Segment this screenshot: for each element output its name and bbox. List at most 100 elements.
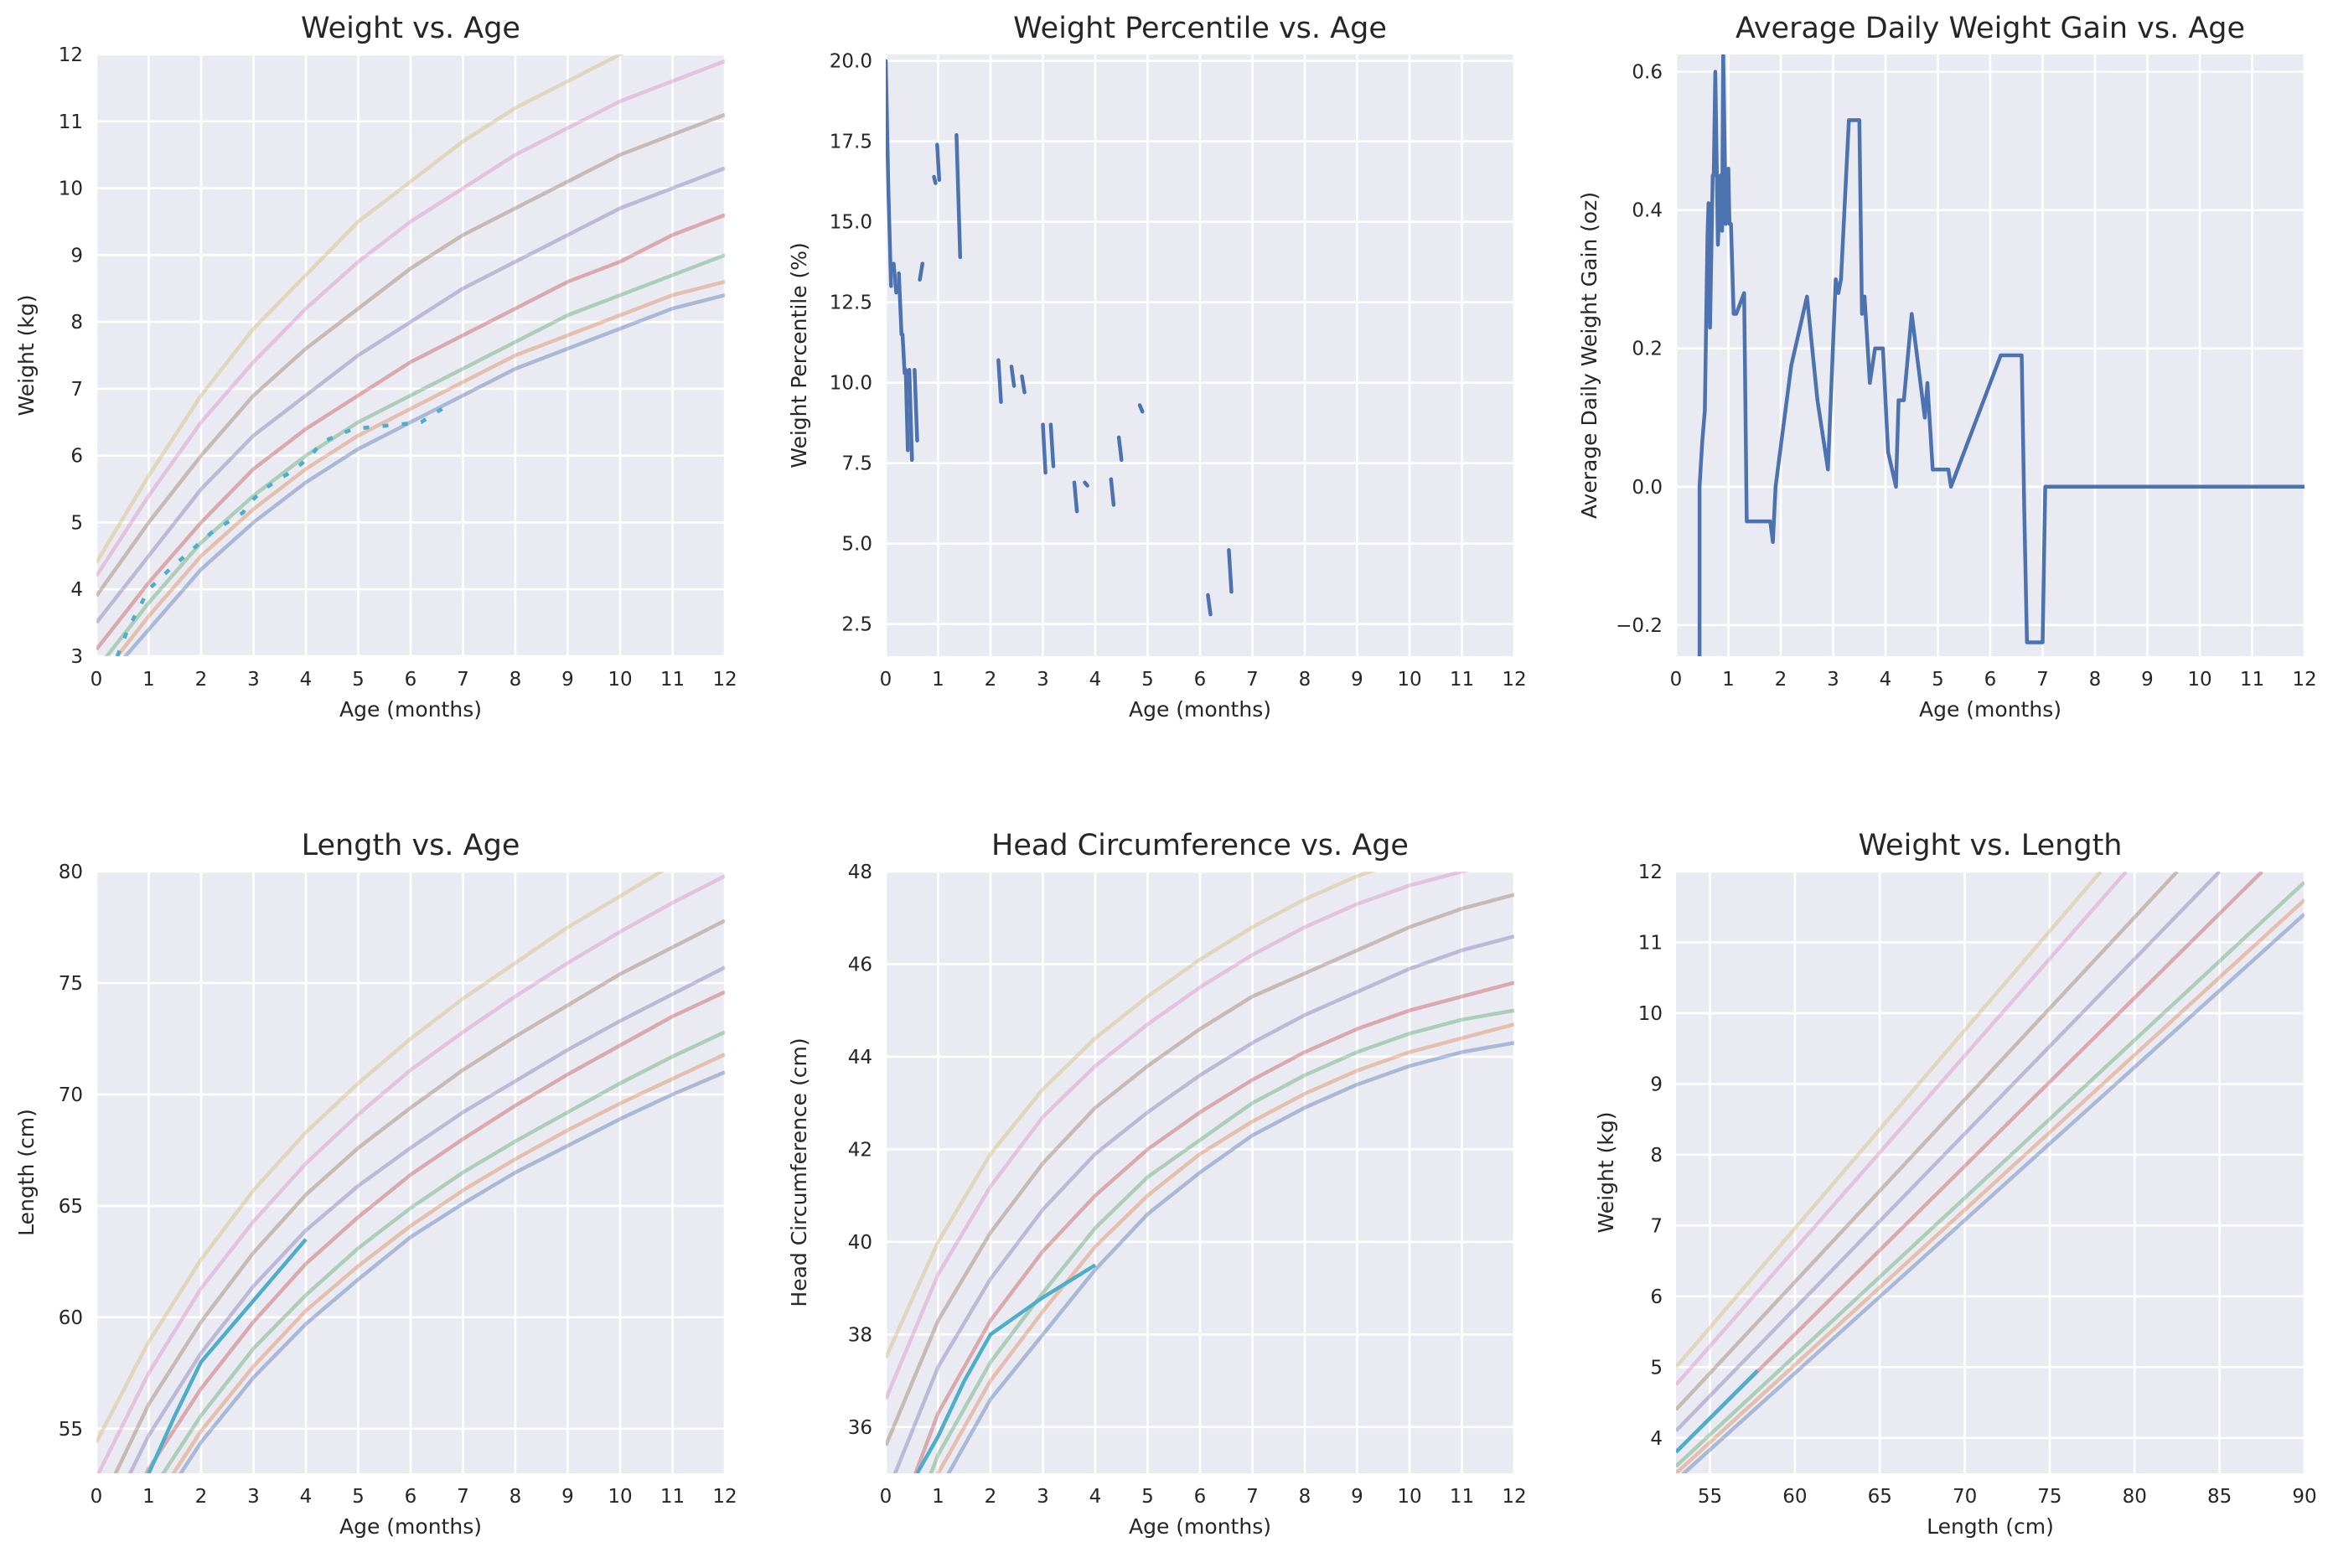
x-tick-label: 7 bbox=[457, 669, 469, 691]
percentile-segment bbox=[1041, 422, 1048, 475]
percentile-segment bbox=[1116, 435, 1124, 463]
y-tick-label: 2.5 bbox=[841, 614, 872, 636]
y-tick-label: 17.5 bbox=[830, 132, 872, 153]
percentile-segment bbox=[932, 174, 938, 185]
x-tick-label: 7 bbox=[2036, 669, 2049, 691]
percentile-segment bbox=[1109, 477, 1116, 507]
x-tick-label: 4 bbox=[1089, 669, 1102, 691]
y-tick-label: 6 bbox=[1650, 1286, 1663, 1308]
x-tick-label: 12 bbox=[2292, 669, 2316, 691]
y-tick-label: 0.2 bbox=[1632, 339, 1663, 360]
x-tick-label: 10 bbox=[1397, 1486, 1421, 1508]
percentile-segment bbox=[1020, 374, 1027, 395]
series-group bbox=[1697, 54, 2305, 656]
x-tick-label: 3 bbox=[247, 1486, 260, 1508]
y-tick-label: 60 bbox=[59, 1307, 83, 1329]
x-tick-label: 90 bbox=[2292, 1486, 2316, 1508]
x-axis-label: Age (months) bbox=[339, 1514, 482, 1539]
x-tick-label: 4 bbox=[300, 669, 313, 691]
x-tick-label: 2 bbox=[195, 1486, 208, 1508]
x-tick-label: 4 bbox=[1089, 1486, 1102, 1508]
y-tick-label: 11 bbox=[1638, 932, 1663, 954]
x-tick-label: 11 bbox=[1450, 1486, 1474, 1508]
x-axis-label: Length (cm) bbox=[1927, 1514, 2054, 1539]
x-tick-label: 9 bbox=[2141, 669, 2154, 691]
x-tick-label: 2 bbox=[985, 669, 997, 691]
percentile-segment bbox=[1206, 593, 1213, 617]
x-tick-label: 2 bbox=[195, 669, 208, 691]
y-tick-label: 5 bbox=[70, 512, 83, 534]
chart-gain-age: 0 1 2 3 4 5 6 7 8 9 10 11 12−0.20.00.20.40.6Average … bbox=[1577, 12, 2317, 722]
x-tick-label: 6 bbox=[1194, 669, 1207, 691]
y-tick-label: 65 bbox=[59, 1196, 83, 1218]
x-tick-label: 10 bbox=[2187, 669, 2211, 691]
x-tick-label: 9 bbox=[561, 1486, 574, 1508]
x-tick-label: 12 bbox=[1502, 1486, 1526, 1508]
percentile-segment bbox=[903, 368, 910, 453]
x-axis-label: Age (months) bbox=[339, 697, 482, 722]
x-tick-label: 8 bbox=[1299, 1486, 1311, 1508]
y-tick-label: 0.0 bbox=[1632, 477, 1663, 499]
series-line-90th bbox=[886, 872, 1470, 1400]
y-tick-label: 10 bbox=[59, 179, 83, 200]
y-tick-label: 80 bbox=[59, 862, 83, 883]
series-group bbox=[96, 54, 725, 656]
series-line-75th bbox=[1676, 872, 2179, 1411]
chart-title: Length vs. Age bbox=[302, 829, 520, 862]
series-line-97th bbox=[96, 872, 665, 1443]
series-line-50th bbox=[96, 166, 725, 624]
series-line-75th bbox=[886, 893, 1514, 1446]
x-tick-label: 1 bbox=[932, 1486, 944, 1508]
measured-line-baby bbox=[915, 1263, 1097, 1473]
x-tick-label: 6 bbox=[1984, 669, 1997, 691]
x-tick-label: 12 bbox=[1502, 669, 1526, 691]
x-tick-label: 0 bbox=[880, 1486, 892, 1508]
x-tick-label: 4 bbox=[1880, 669, 1892, 691]
chart-title: Weight vs. Age bbox=[301, 12, 520, 45]
y-tick-label: 12.5 bbox=[830, 292, 872, 314]
x-tick-label: 8 bbox=[2089, 669, 2102, 691]
x-tick-label: 7 bbox=[1246, 1486, 1259, 1508]
x-tick-label: 11 bbox=[660, 669, 685, 691]
y-tick-label: 3 bbox=[70, 646, 83, 668]
x-tick-label: 65 bbox=[1868, 1486, 1892, 1508]
y-tick-label: 38 bbox=[848, 1324, 872, 1346]
y-tick-label: 46 bbox=[848, 954, 872, 975]
y-tick-label: 44 bbox=[848, 1047, 872, 1069]
series-line-5th bbox=[171, 1053, 725, 1473]
series-line-5th bbox=[115, 280, 725, 656]
series-line-10th bbox=[104, 253, 725, 656]
percentile-segment bbox=[913, 368, 919, 442]
x-axis-label: Age (months) bbox=[1129, 1514, 1271, 1539]
x-tick-label: 75 bbox=[2037, 1486, 2061, 1508]
y-tick-label: 6 bbox=[70, 446, 83, 468]
chart-title: Head Circumference vs. Age bbox=[991, 829, 1409, 862]
x-tick-label: 5 bbox=[1932, 669, 1944, 691]
y-axis-label: Head Circumference (cm) bbox=[787, 1038, 811, 1307]
series-line-3rd bbox=[946, 1041, 1514, 1473]
y-axis-label: Length (cm) bbox=[14, 1109, 39, 1236]
x-tick-label: 1 bbox=[142, 1486, 155, 1508]
chart-title: Average Daily Weight Gain vs. Age bbox=[1736, 12, 2245, 45]
chart-percentile-age: 0 1 2 3 4 5 6 7 8 9 10 11 122.55.07.510.012.515.017.… bbox=[787, 12, 1527, 722]
percentile-segment bbox=[1227, 548, 1234, 594]
plot-area bbox=[1676, 872, 2305, 1473]
x-tick-label: 1 bbox=[932, 669, 944, 691]
x-tick-label: 7 bbox=[457, 1486, 469, 1508]
x-tick-label: 10 bbox=[608, 1486, 632, 1508]
percentile-segment bbox=[907, 368, 914, 463]
y-tick-label: −0.2 bbox=[1616, 615, 1663, 637]
x-tick-label: 3 bbox=[247, 669, 260, 691]
x-tick-label: 7 bbox=[1246, 669, 1259, 691]
x-tick-label: 11 bbox=[660, 1486, 685, 1508]
y-tick-label: 7 bbox=[70, 379, 83, 401]
series-line-gain bbox=[1697, 54, 2305, 656]
x-tick-label: 5 bbox=[1141, 669, 1154, 691]
y-axis-label: Weight (kg) bbox=[1594, 1112, 1618, 1234]
series-group bbox=[1676, 872, 2305, 1473]
y-tick-label: 5.0 bbox=[841, 534, 872, 556]
